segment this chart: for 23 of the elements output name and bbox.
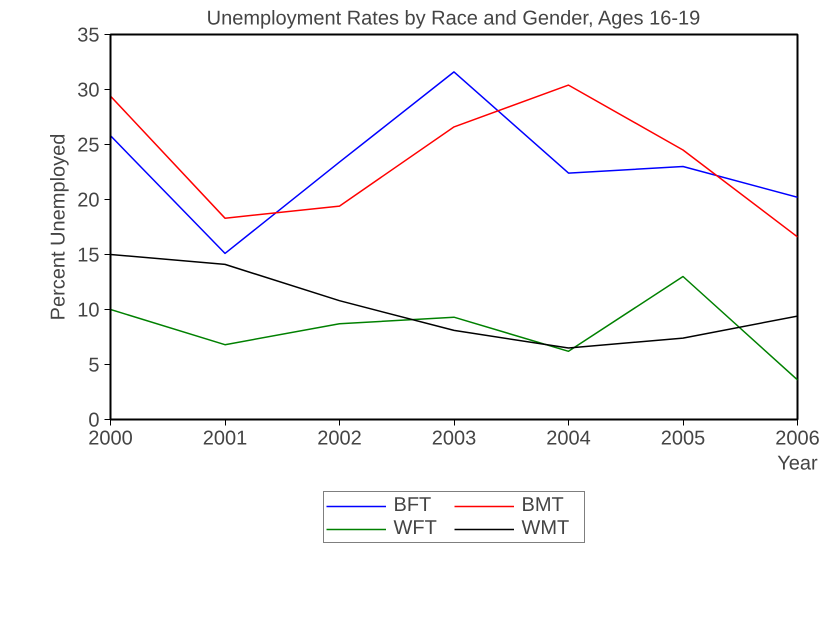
x-tick-label: 2006: [775, 428, 820, 450]
y-tick-label: 30: [77, 80, 100, 102]
y-axis-title: Percent Unemployed: [47, 134, 70, 320]
chart-title: Unemployment Rates by Race and Gender, Ages 16-19: [206, 8, 700, 30]
line-series: [110, 276, 798, 381]
legend-label: BMT: [522, 494, 565, 517]
y-tick-label: 10: [77, 300, 100, 322]
legend-label: WFT: [394, 517, 438, 540]
x-tick-label: 2001: [202, 428, 248, 450]
line-series: [110, 71, 798, 254]
x-tick-label: 2004: [546, 428, 591, 450]
y-tick-label: 35: [77, 24, 100, 46]
y-tick-label: 20: [77, 190, 100, 212]
x-tick-label: 2005: [660, 428, 706, 450]
x-axis-title: Year: [777, 452, 818, 474]
x-tick-label: 2003: [432, 428, 476, 450]
legend-label: WMT: [522, 517, 570, 540]
y-tick-label: 15: [77, 244, 100, 266]
legend-label: BFT: [394, 494, 432, 517]
x-tick-label: 2002: [317, 428, 362, 450]
y-tick-label: 5: [88, 354, 100, 376]
y-tick-label: 25: [77, 134, 100, 156]
line-series: [110, 84, 798, 238]
